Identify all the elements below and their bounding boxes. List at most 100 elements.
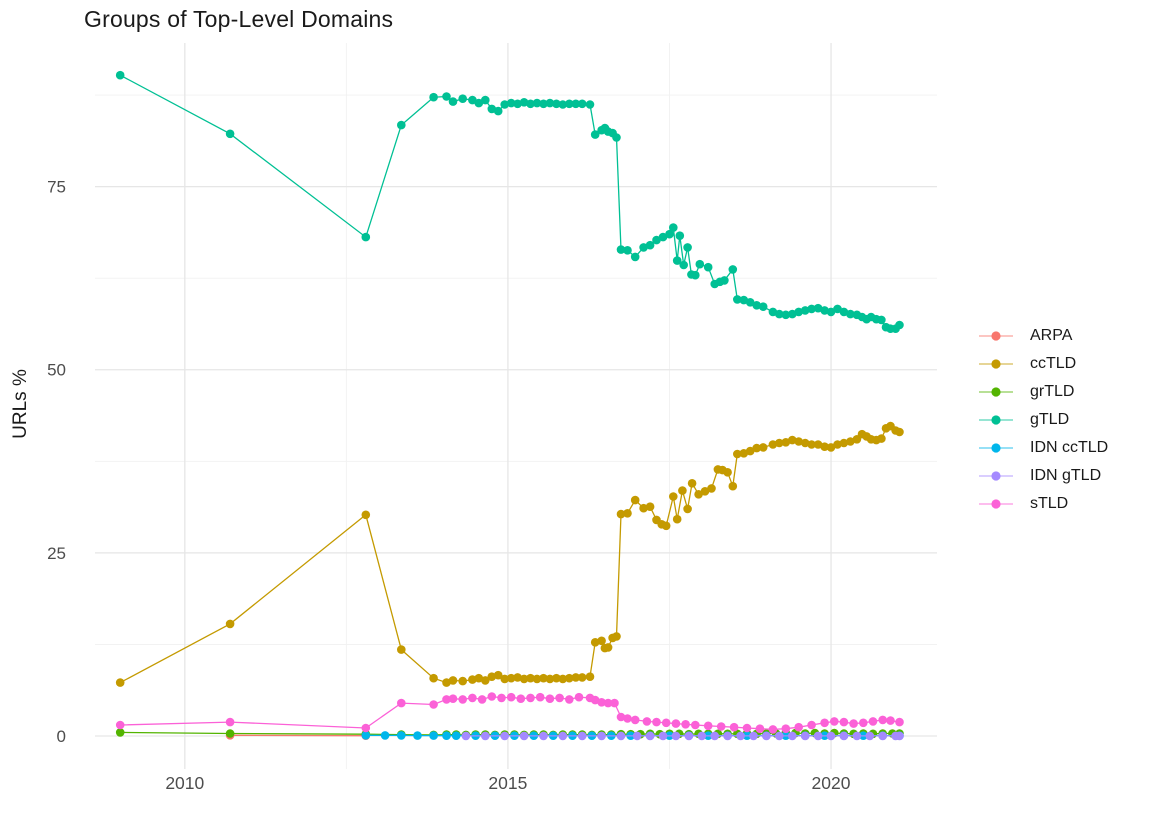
- data-point: [361, 723, 371, 733]
- data-point: [571, 99, 581, 109]
- data-point: [728, 481, 738, 491]
- data-point: [852, 731, 862, 741]
- data-point: [519, 731, 529, 741]
- data-point: [661, 521, 671, 531]
- legend-key-icon: [979, 415, 1013, 425]
- data-point: [513, 673, 522, 682]
- data-point: [468, 675, 477, 684]
- data-point: [700, 487, 710, 496]
- data-point: [781, 310, 791, 320]
- data-point: [500, 731, 510, 741]
- data-point: [115, 720, 125, 730]
- data-point: [429, 731, 438, 740]
- data-point: [678, 486, 687, 495]
- data-point: [623, 509, 632, 518]
- data-point: [590, 130, 600, 139]
- y-tick-label: 75: [47, 178, 66, 197]
- data-point: [630, 715, 640, 725]
- data-point: [671, 731, 681, 741]
- legend-key-icon: [979, 443, 1013, 453]
- legend-key-icon: [979, 387, 1013, 397]
- data-point: [807, 440, 816, 449]
- data-point: [612, 133, 621, 142]
- data-point: [669, 223, 678, 232]
- data-point: [603, 643, 613, 652]
- series-stld: [115, 692, 904, 734]
- data-point: [645, 731, 655, 741]
- data-point: [728, 265, 738, 274]
- data-point: [895, 731, 904, 741]
- series-cctld: [115, 421, 904, 687]
- data-point: [846, 309, 855, 319]
- data-point: [878, 731, 887, 741]
- data-point: [451, 731, 461, 740]
- data-point: [630, 495, 640, 505]
- data-point: [839, 438, 849, 448]
- data-point: [684, 731, 694, 741]
- data-point: [652, 235, 661, 245]
- data-point: [577, 99, 587, 109]
- legend-label: ccTLD: [1030, 355, 1077, 372]
- data-point: [762, 731, 771, 741]
- data-point: [813, 303, 823, 313]
- data-point: [623, 714, 632, 723]
- data-point: [652, 717, 661, 727]
- data-point: [565, 99, 574, 109]
- data-point: [577, 673, 587, 682]
- data-point: [115, 678, 125, 687]
- data-point: [695, 259, 705, 269]
- data-point: [830, 717, 839, 726]
- x-tick-label: 2020: [812, 773, 851, 793]
- data-point: [703, 721, 713, 731]
- data-point: [442, 695, 451, 704]
- data-point: [865, 731, 875, 741]
- data-point: [794, 437, 803, 446]
- data-point: [397, 731, 406, 740]
- data-point: [671, 719, 681, 728]
- data-point: [679, 260, 688, 270]
- data-point: [461, 731, 471, 741]
- series-idn-gtld: [461, 731, 904, 741]
- data-point: [442, 678, 451, 687]
- legend-label: IDN ccTLD: [1030, 439, 1109, 456]
- data-point: [665, 229, 674, 239]
- data-point: [658, 731, 668, 741]
- data-point: [895, 320, 904, 330]
- data-point: [532, 98, 542, 108]
- data-point: [742, 723, 752, 733]
- data-point: [859, 718, 868, 728]
- data-point: [612, 632, 621, 641]
- legend: ARPA ccTLD grTLD gTLD IDN ccTLD IDN gTLD sTLD: [979, 322, 1108, 518]
- data-point: [749, 731, 758, 741]
- data-point: [794, 722, 803, 732]
- data-point: [552, 673, 561, 683]
- legend-item-stld: sTLD: [979, 490, 1108, 518]
- data-point: [807, 304, 816, 314]
- legend-item-gtld: gTLD: [979, 406, 1108, 434]
- data-point: [813, 731, 823, 741]
- data-point: [585, 100, 595, 109]
- data-point: [877, 434, 886, 443]
- data-point: [669, 492, 678, 501]
- data-point: [733, 295, 742, 304]
- data-point: [468, 693, 477, 703]
- series-line: [119, 74, 900, 330]
- data-point: [839, 717, 849, 727]
- data-point: [878, 715, 887, 725]
- data-point: [539, 99, 548, 109]
- chart-title: Groups of Top-Level Domains: [84, 6, 394, 32]
- data-point: [642, 717, 652, 726]
- data-point: [497, 693, 506, 703]
- data-point: [361, 731, 371, 740]
- data-point: [788, 731, 797, 741]
- data-point: [675, 231, 685, 240]
- data-point: [448, 97, 458, 106]
- x-tick-label: 2015: [488, 773, 527, 793]
- data-point: [691, 270, 700, 280]
- data-point: [477, 695, 487, 704]
- data-point: [565, 673, 574, 683]
- data-point: [513, 99, 522, 109]
- data-point: [585, 672, 595, 681]
- data-point: [758, 302, 768, 312]
- data-point: [895, 717, 904, 727]
